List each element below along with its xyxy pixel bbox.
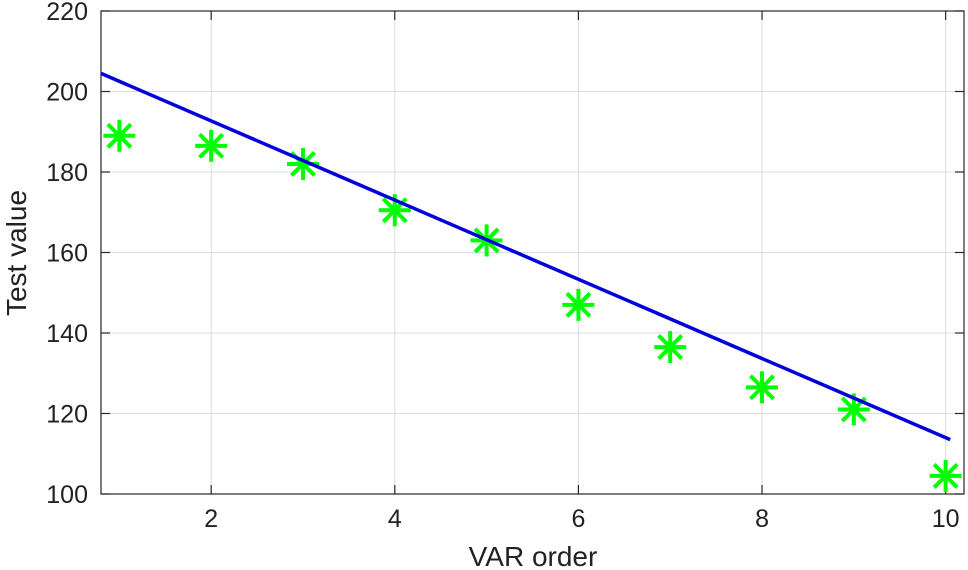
data-point: [562, 288, 595, 321]
data-point: [929, 459, 962, 492]
y-tick-label: 160: [46, 240, 88, 268]
y-tick-labels: 100 120 140 160 180 200 220: [46, 0, 88, 509]
x-tick-label: 10: [932, 505, 960, 533]
grid: [101, 10, 964, 495]
plot-area: [100, 71, 962, 492]
x-axis-label: VAR order: [469, 541, 598, 570]
data-point: [195, 129, 228, 162]
y-tick-label: 180: [46, 159, 88, 187]
y-tick-label: 100: [46, 481, 88, 509]
x-tick-label: 2: [204, 505, 218, 533]
x-tick-label: 4: [388, 505, 402, 533]
data-point: [654, 331, 687, 364]
x-tick-label: 8: [755, 505, 769, 533]
y-tick-label: 120: [46, 401, 88, 429]
x-tick-labels: 2 4 6 8 10: [204, 505, 959, 533]
x-tick-label: 6: [571, 505, 585, 533]
y-tick-label: 140: [46, 320, 88, 348]
data-point: [746, 371, 779, 404]
axes: [100, 10, 965, 495]
y-tick-label: 220: [46, 0, 88, 26]
y-axis-label: Test value: [1, 190, 32, 316]
y-tick-label: 200: [46, 79, 88, 107]
fit-line: [100, 71, 951, 442]
data-point: [103, 119, 136, 152]
